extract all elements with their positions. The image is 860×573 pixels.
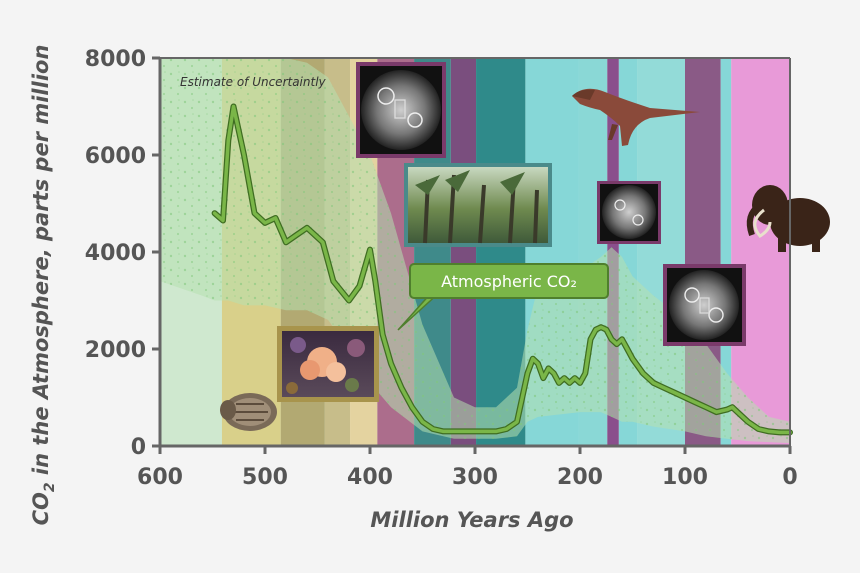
y-tick-label: 2000 <box>85 338 146 363</box>
period-band-8 <box>476 58 526 446</box>
x-tick-label: 500 <box>242 465 288 490</box>
x-axis-title: Million Years Ago <box>370 508 573 532</box>
y-tick-label: 0 <box>131 435 146 460</box>
woolly-mammoth-image <box>746 185 830 252</box>
period-band-15 <box>720 58 732 446</box>
callout-label: Atmospheric CO₂ <box>441 272 577 291</box>
x-tick-label: 600 <box>137 465 183 490</box>
diatom-microfossil-image <box>356 62 446 158</box>
y-axis-title-co: CO <box>29 492 53 525</box>
trilobite-fossil-image <box>220 393 277 431</box>
carboniferous-forest-image <box>404 163 552 247</box>
coral-reef-photo-image <box>277 326 379 402</box>
x-tick-label: 300 <box>452 465 498 490</box>
y-tick-label: 8000 <box>85 47 146 72</box>
tyrannosaurus-image <box>572 88 700 146</box>
co2-series-line <box>212 104 792 435</box>
y-tick-label: 6000 <box>85 144 146 169</box>
y-axis-title: CO2 in the Atmosphere, parts per million <box>29 45 58 526</box>
uncertainty-annotation: Estimate of Uncertaintly <box>180 75 327 89</box>
diatom-microfossil-small-image <box>597 181 661 244</box>
y-axis-title-rest: in the Atmosphere, parts per million <box>29 45 53 483</box>
diatom-microfossil-right-image <box>663 264 746 346</box>
x-tick-label: 400 <box>347 465 393 490</box>
atmospheric-co2-callout: Atmospheric CO₂ <box>397 263 609 331</box>
x-tick-label: 200 <box>557 465 603 490</box>
x-ticks: 600 500 400 300 200 100 0 <box>137 446 798 490</box>
x-tick-label: 0 <box>782 465 797 490</box>
uncertainty-dots <box>160 58 790 444</box>
y-ticks: 0 2000 4000 6000 8000 <box>85 47 160 460</box>
x-tick-label: 100 <box>662 465 708 490</box>
uncertainty-band <box>160 58 790 444</box>
y-tick-label: 4000 <box>85 241 146 266</box>
period-band-7 <box>450 58 477 446</box>
y-axis-title-subscript: 2 <box>42 482 58 492</box>
